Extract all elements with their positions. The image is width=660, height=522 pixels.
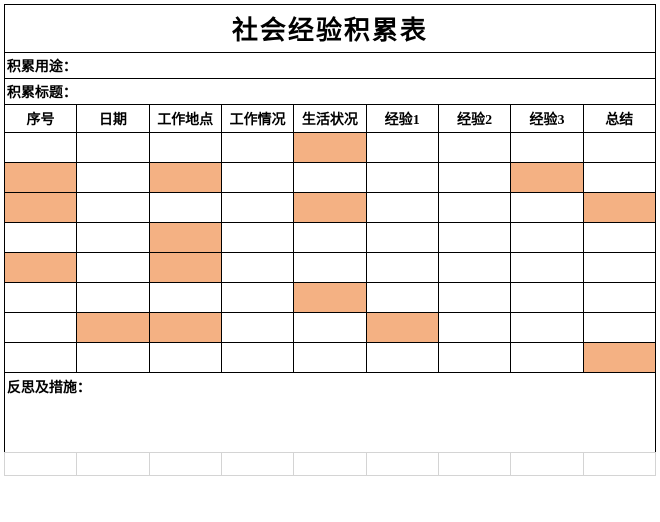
table-row — [5, 163, 656, 193]
cell[interactable] — [294, 343, 366, 373]
cell[interactable] — [583, 133, 655, 163]
cell[interactable] — [438, 163, 510, 193]
cell[interactable] — [149, 133, 221, 163]
cell[interactable] — [583, 223, 655, 253]
cell[interactable] — [77, 193, 149, 223]
table-row — [5, 313, 656, 343]
table-row — [5, 253, 656, 283]
purpose-label: 积累用途： — [5, 53, 656, 79]
cell[interactable] — [5, 163, 77, 193]
cell[interactable] — [221, 313, 293, 343]
cell[interactable] — [77, 253, 149, 283]
cell[interactable] — [294, 253, 366, 283]
cell[interactable] — [5, 343, 77, 373]
table-row — [5, 193, 656, 223]
table-title: 社会经验积累表 — [5, 5, 656, 53]
col-header: 经验2 — [438, 105, 510, 133]
cell[interactable] — [149, 223, 221, 253]
cell[interactable] — [511, 193, 583, 223]
topic-label: 积累标题： — [5, 79, 656, 105]
cell[interactable] — [511, 163, 583, 193]
col-header: 序号 — [5, 105, 77, 133]
cell[interactable] — [583, 343, 655, 373]
cell[interactable] — [77, 313, 149, 343]
table-row — [5, 283, 656, 313]
cell[interactable] — [77, 163, 149, 193]
cell[interactable] — [583, 283, 655, 313]
cell[interactable] — [511, 343, 583, 373]
cell[interactable] — [5, 283, 77, 313]
cell[interactable] — [221, 283, 293, 313]
cell[interactable] — [5, 133, 77, 163]
cell[interactable] — [77, 343, 149, 373]
cell[interactable] — [77, 223, 149, 253]
cell[interactable] — [366, 313, 438, 343]
cell[interactable] — [438, 133, 510, 163]
col-header: 总结 — [583, 105, 655, 133]
cell[interactable] — [438, 313, 510, 343]
cell[interactable] — [511, 133, 583, 163]
cell[interactable] — [438, 343, 510, 373]
cell[interactable] — [511, 223, 583, 253]
cell[interactable] — [366, 193, 438, 223]
footer-label: 反思及措施： — [5, 373, 656, 453]
cell[interactable] — [438, 283, 510, 313]
cell[interactable] — [583, 313, 655, 343]
table-row — [5, 133, 656, 163]
cell[interactable] — [221, 163, 293, 193]
cell[interactable] — [366, 163, 438, 193]
col-header: 经验3 — [511, 105, 583, 133]
cell[interactable] — [149, 163, 221, 193]
cell[interactable] — [5, 193, 77, 223]
cell[interactable] — [583, 253, 655, 283]
spreadsheet-ghost-grid — [4, 452, 656, 476]
cell[interactable] — [294, 163, 366, 193]
cell[interactable] — [149, 253, 221, 283]
cell[interactable] — [294, 223, 366, 253]
table-row — [5, 343, 656, 373]
cell[interactable] — [438, 193, 510, 223]
cell[interactable] — [149, 343, 221, 373]
cell[interactable] — [221, 343, 293, 373]
col-header: 经验1 — [366, 105, 438, 133]
cell[interactable] — [221, 223, 293, 253]
cell[interactable] — [221, 133, 293, 163]
cell[interactable] — [221, 193, 293, 223]
cell[interactable] — [366, 133, 438, 163]
cell[interactable] — [77, 133, 149, 163]
cell[interactable] — [149, 193, 221, 223]
cell[interactable] — [5, 313, 77, 343]
cell[interactable] — [149, 283, 221, 313]
cell[interactable] — [77, 283, 149, 313]
cell[interactable] — [221, 253, 293, 283]
cell[interactable] — [5, 223, 77, 253]
cell[interactable] — [294, 313, 366, 343]
table-row — [5, 223, 656, 253]
cell[interactable] — [438, 253, 510, 283]
col-header: 生活状况 — [294, 105, 366, 133]
col-header: 日期 — [77, 105, 149, 133]
cell[interactable] — [366, 343, 438, 373]
cell[interactable] — [294, 193, 366, 223]
cell[interactable] — [294, 133, 366, 163]
cell[interactable] — [5, 253, 77, 283]
cell[interactable] — [438, 223, 510, 253]
cell[interactable] — [366, 283, 438, 313]
cell[interactable] — [366, 223, 438, 253]
cell[interactable] — [583, 163, 655, 193]
experience-table: 社会经验积累表 积累用途： 积累标题： 序号 日期 工作地点 工作情况 生活状况… — [4, 4, 656, 453]
cell[interactable] — [366, 253, 438, 283]
cell[interactable] — [511, 253, 583, 283]
cell[interactable] — [294, 283, 366, 313]
col-header: 工作情况 — [221, 105, 293, 133]
cell[interactable] — [511, 283, 583, 313]
cell[interactable] — [583, 193, 655, 223]
cell[interactable] — [149, 313, 221, 343]
header-row: 序号 日期 工作地点 工作情况 生活状况 经验1 经验2 经验3 总结 — [5, 105, 656, 133]
col-header: 工作地点 — [149, 105, 221, 133]
cell[interactable] — [511, 313, 583, 343]
